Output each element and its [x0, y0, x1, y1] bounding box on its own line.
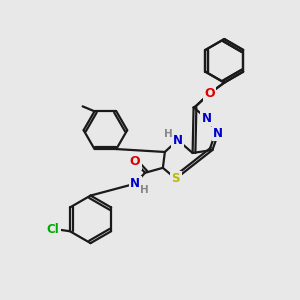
- Text: N: N: [173, 134, 183, 147]
- Text: O: O: [204, 87, 215, 100]
- Text: H: H: [164, 129, 173, 139]
- Text: Cl: Cl: [47, 223, 59, 236]
- Text: N: N: [130, 177, 140, 190]
- Text: O: O: [204, 87, 215, 100]
- Text: H: H: [140, 184, 148, 195]
- Text: N: N: [202, 112, 212, 125]
- Text: O: O: [130, 155, 140, 168]
- Text: N: N: [213, 127, 224, 140]
- Text: S: S: [172, 172, 180, 185]
